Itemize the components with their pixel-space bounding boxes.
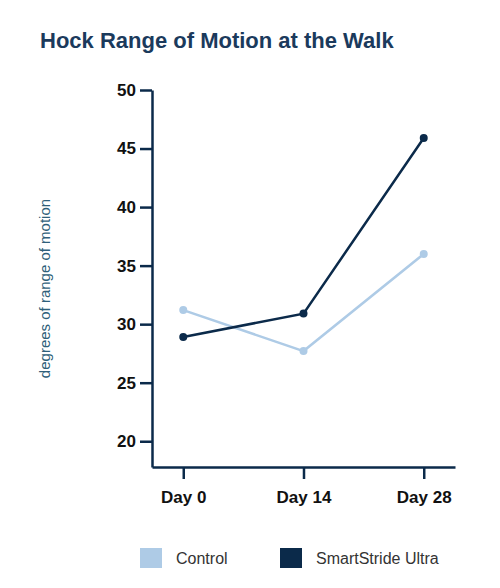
series-line: [183, 138, 423, 337]
y-tick-mark: [140, 382, 152, 385]
y-tick-label: 20: [117, 432, 136, 451]
legend-swatch: [280, 548, 302, 568]
x-tick-mark: [423, 467, 426, 479]
plot-area: [179, 134, 427, 355]
y-tick-label: 25: [117, 374, 136, 393]
x-tick: Day 28: [397, 467, 452, 507]
series-line: [183, 254, 423, 351]
y-tick-label: 40: [117, 198, 136, 217]
x-tick-label: Day 28: [397, 488, 452, 507]
x-tick-label: Day 14: [277, 488, 332, 507]
legend: Control SmartStride Ultra: [140, 548, 439, 568]
y-tick-mark: [140, 206, 152, 209]
y-tick: 20: [117, 432, 152, 451]
y-tick-mark: [140, 265, 152, 268]
chart: Hock Range of Motion at the Walk degrees …: [0, 0, 500, 588]
y-tick-mark: [140, 148, 152, 151]
point: [300, 347, 308, 355]
x-tick-label: Day 0: [161, 488, 206, 507]
y-tick-label: 35: [117, 257, 136, 276]
x-axis: Day 0 Day 14 Day 28: [153, 467, 456, 507]
legend-label: SmartStride Ultra: [316, 550, 439, 567]
y-tick: 45: [117, 139, 152, 158]
legend-label: Control: [176, 550, 228, 567]
y-tick: 35: [117, 257, 152, 276]
y-tick-mark: [140, 323, 152, 326]
point: [300, 310, 308, 318]
y-tick-mark: [140, 89, 152, 92]
y-tick-label: 45: [117, 139, 136, 158]
point: [179, 306, 187, 314]
y-tick: 40: [117, 198, 152, 217]
point: [420, 134, 428, 142]
y-axis: 20 25 30 35 40 45 50: [117, 81, 152, 468]
x-tick-mark: [183, 467, 186, 479]
x-tick: Day 0: [161, 467, 206, 507]
point: [179, 333, 187, 341]
y-tick: 30: [117, 315, 152, 334]
y-axis-label: degrees of range of motion: [36, 199, 53, 378]
x-tick: Day 14: [277, 467, 332, 507]
y-tick-label: 30: [117, 315, 136, 334]
y-tick: 50: [117, 81, 152, 100]
title: Hock Range of Motion at the Walk: [40, 28, 394, 53]
legend-swatch: [140, 548, 162, 568]
y-axis-line: [151, 91, 154, 468]
y-tick-mark: [140, 440, 152, 443]
x-tick-mark: [303, 467, 306, 479]
point: [420, 250, 428, 258]
y-tick-label: 50: [117, 81, 136, 100]
y-tick: 25: [117, 374, 152, 393]
